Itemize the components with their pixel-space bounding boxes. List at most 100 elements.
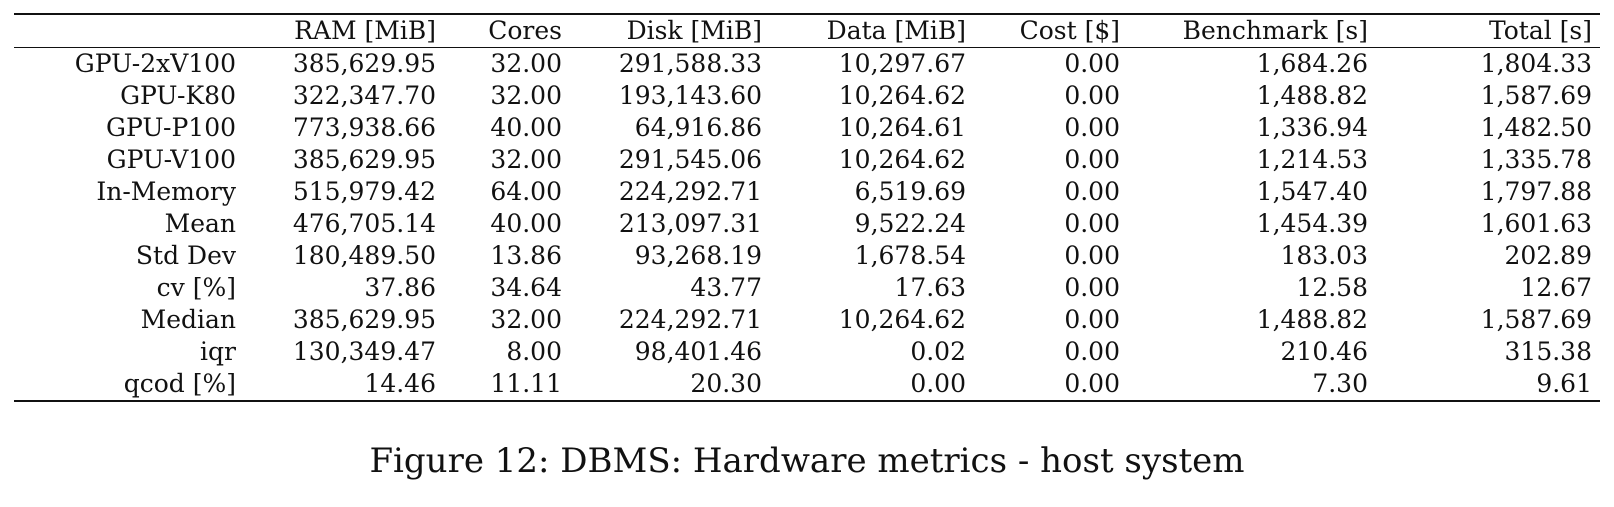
cell-data: 10,264.62: [838, 145, 966, 174]
cell-cores: 40.00: [490, 209, 562, 238]
cell-ram: 385,629.95: [292, 305, 436, 334]
cell-cost: 0.00: [1064, 273, 1120, 302]
cell-cores: 32.00: [490, 305, 562, 334]
cell-cores: 11.11: [490, 369, 562, 398]
cell-benchmark: 12.58: [1296, 273, 1368, 302]
cell-disk: 64,916.86: [634, 113, 762, 142]
cell-total: 9.61: [1536, 369, 1592, 398]
cell-total: 315.38: [1504, 337, 1592, 366]
table-row: iqr 130,349.47 8.00 98,401.46 0.02 0.00 210.46…: [14, 336, 1600, 368]
cell-total: 1,804.33: [1480, 49, 1592, 78]
table-row: Median 385,629.95 32.00 224,292.71 10,264.62…: [14, 304, 1600, 336]
cell-data: 0.02: [910, 337, 966, 366]
cell-data: 17.63: [894, 273, 966, 302]
table-row: GPU-V100 385,629.95 32.00 291,545.06 10,264.…: [14, 144, 1600, 176]
cell-cores: 13.86: [490, 241, 562, 270]
cell-data: 9,522.24: [854, 209, 966, 238]
cell-cost: 0.00: [1064, 305, 1120, 334]
cell-benchmark: 1,488.82: [1256, 81, 1368, 110]
table-body: GPU-2xV100 385,629.95 32.00 291,588.33 10,29…: [14, 48, 1600, 401]
header-cell-benchmark: Benchmark [s]: [1182, 16, 1368, 45]
table-row: Std Dev 180,489.50 13.86 93,268.19 1,678.54 0…: [14, 240, 1600, 272]
cell-benchmark: 1,547.40: [1256, 177, 1368, 206]
cell-ram: 322,347.70: [292, 81, 436, 110]
cell-total: 1,587.69: [1480, 81, 1592, 110]
metrics-table-container: RAM [MiB] Cores Disk [MiB] Data [MiB] Co…: [14, 13, 1600, 402]
cell-row-label: Mean: [164, 209, 236, 238]
cell-disk: 93,268.19: [634, 241, 762, 270]
cell-data: 1,678.54: [854, 241, 966, 270]
cell-cost: 0.00: [1064, 177, 1120, 206]
cell-row-label: Median: [140, 305, 236, 334]
cell-disk: 193,143.60: [618, 81, 762, 110]
header-cell-disk: Disk [MiB]: [626, 16, 762, 45]
cell-data: 10,297.67: [838, 49, 966, 78]
table-row: cv [%] 37.86 34.64 43.77 17.63 0.00 12.58 12.67: [14, 272, 1600, 304]
cell-ram: 37.86: [364, 273, 436, 302]
cell-ram: 385,629.95: [292, 145, 436, 174]
cell-row-label: GPU-P100: [106, 113, 236, 142]
cell-disk: 224,292.71: [618, 305, 762, 334]
cell-total: 12.67: [1520, 273, 1592, 302]
cell-disk: 43.77: [690, 273, 762, 302]
cell-ram: 476,705.14: [292, 209, 436, 238]
cell-ram: 130,349.47: [292, 337, 436, 366]
cell-ram: 14.46: [364, 369, 436, 398]
cell-cores: 34.64: [490, 273, 562, 302]
cell-total: 202.89: [1504, 241, 1592, 270]
cell-data: 0.00: [910, 369, 966, 398]
cell-row-label: GPU-K80: [120, 81, 236, 110]
cell-cost: 0.00: [1064, 369, 1120, 398]
cell-data: 10,264.61: [838, 113, 966, 142]
cell-benchmark: 7.30: [1312, 369, 1368, 398]
cell-row-label: cv [%]: [156, 273, 236, 302]
header-cell-cores: Cores: [488, 16, 562, 45]
header-row: RAM [MiB] Cores Disk [MiB] Data [MiB] Co…: [14, 14, 1600, 48]
figure-caption: Figure 12: DBMS: Hardware metrics - host…: [369, 441, 1245, 481]
table-row: GPU-P100 773,938.66 40.00 64,916.86 10,264.6…: [14, 112, 1600, 144]
cell-cost: 0.00: [1064, 209, 1120, 238]
cell-total: 1,587.69: [1480, 305, 1592, 334]
cell-benchmark: 183.03: [1280, 241, 1368, 270]
table-row: GPU-K80 322,347.70 32.00 193,143.60 10,264.6…: [14, 80, 1600, 112]
cell-cost: 0.00: [1064, 241, 1120, 270]
cell-row-label: Std Dev: [135, 241, 236, 270]
cell-disk: 213,097.31: [618, 209, 762, 238]
header-cell-data: Data [MiB]: [826, 16, 966, 45]
hardware-metrics-table: RAM [MiB] Cores Disk [MiB] Data [MiB] Co…: [14, 13, 1600, 402]
cell-ram: 180,489.50: [292, 241, 436, 270]
cell-cores: 32.00: [490, 81, 562, 110]
header-cell-row-label: [14, 14, 244, 48]
cell-cores: 8.00: [506, 337, 562, 366]
cell-cores: 32.00: [490, 145, 562, 174]
cell-disk: 224,292.71: [618, 177, 762, 206]
cell-row-label: GPU-2xV100: [74, 49, 236, 78]
cell-disk: 291,545.06: [618, 145, 762, 174]
cell-total: 1,482.50: [1480, 113, 1592, 142]
cell-cost: 0.00: [1064, 81, 1120, 110]
cell-data: 6,519.69: [854, 177, 966, 206]
cell-cost: 0.00: [1064, 145, 1120, 174]
cell-ram: 385,629.95: [292, 49, 436, 78]
cell-cores: 32.00: [490, 49, 562, 78]
cell-disk: 20.30: [690, 369, 762, 398]
cell-total: 1,601.63: [1480, 209, 1592, 238]
header-cell-total: Total [s]: [1488, 16, 1592, 45]
cell-benchmark: 1,336.94: [1256, 113, 1368, 142]
cell-data: 10,264.62: [838, 81, 966, 110]
cell-cost: 0.00: [1064, 337, 1120, 366]
cell-benchmark: 1,454.39: [1256, 209, 1368, 238]
cell-benchmark: 1,684.26: [1256, 49, 1368, 78]
table-row: GPU-2xV100 385,629.95 32.00 291,588.33 10,29…: [14, 48, 1600, 81]
cell-row-label: In-Memory: [96, 177, 236, 206]
cell-cost: 0.00: [1064, 113, 1120, 142]
table-row: Mean 476,705.14 40.00 213,097.31 9,522.24 0.0…: [14, 208, 1600, 240]
cell-total: 1,797.88: [1480, 177, 1592, 206]
header-cell-ram: RAM [MiB]: [294, 16, 436, 45]
cell-total: 1,335.78: [1480, 145, 1592, 174]
cell-benchmark: 1,214.53: [1256, 145, 1368, 174]
cell-benchmark: 210.46: [1280, 337, 1368, 366]
header-cell-cost: Cost [$]: [1019, 16, 1120, 45]
cell-row-label: GPU-V100: [106, 145, 236, 174]
cell-ram: 773,938.66: [292, 113, 436, 142]
